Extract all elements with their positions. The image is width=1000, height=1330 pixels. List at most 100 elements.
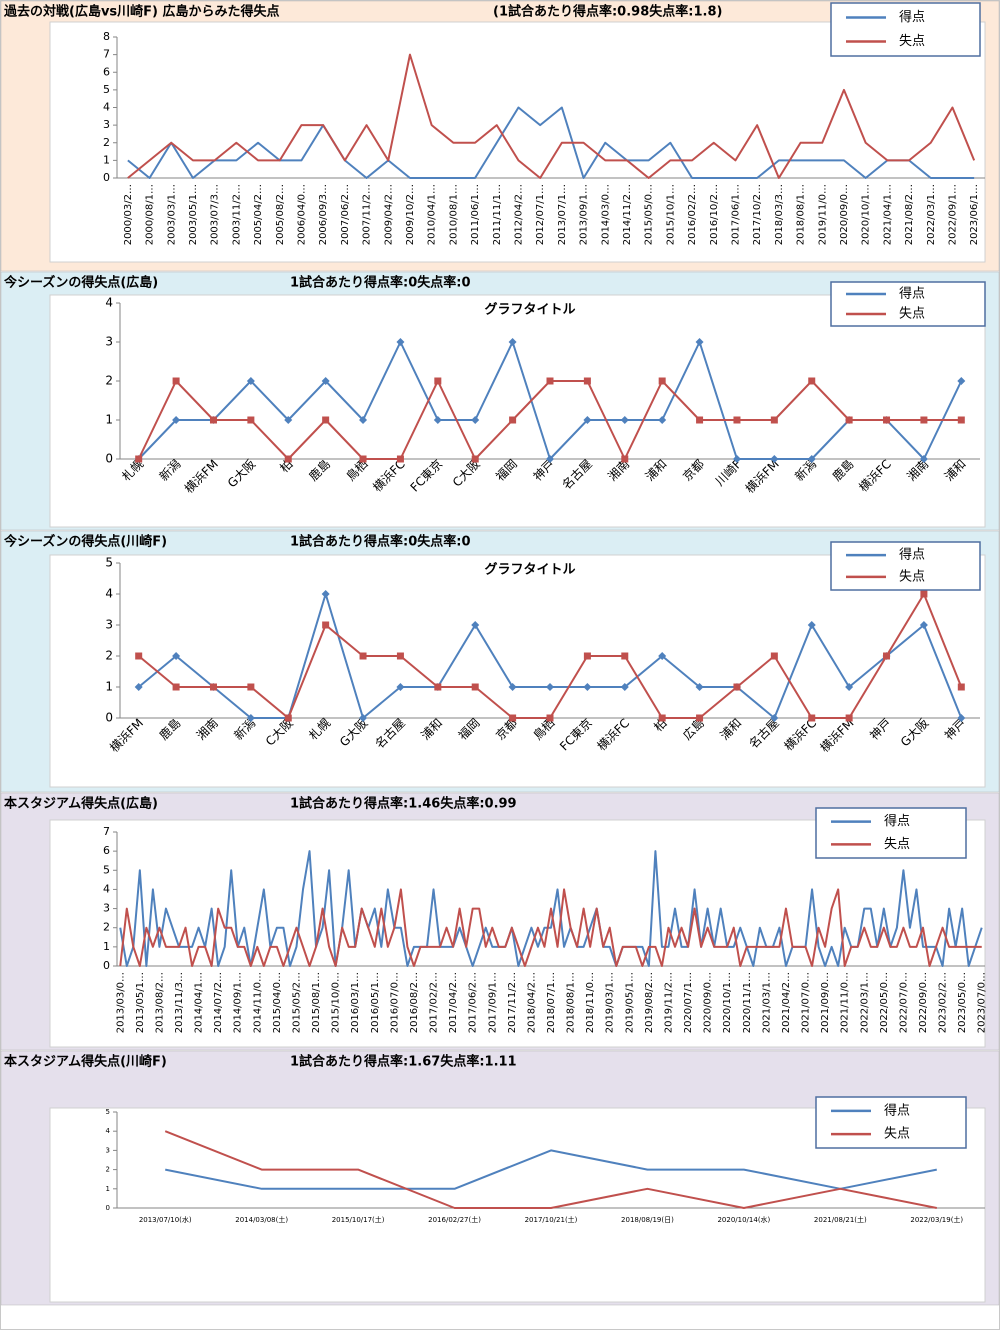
section-title: 今シーズンの得失点(広島) [3, 275, 158, 291]
point [583, 377, 591, 385]
x-tick-label: 2022/05/0… [879, 972, 890, 1033]
point [172, 377, 180, 385]
point [883, 416, 891, 424]
y-tick-label: 2 [105, 649, 113, 663]
point [284, 714, 292, 722]
x-tick-label: 2007/06/2… [340, 184, 351, 245]
point [546, 714, 554, 722]
point [845, 714, 853, 722]
y-tick-label: 3 [105, 618, 113, 632]
x-tick-label: 2015/04/0… [272, 972, 283, 1033]
x-tick-label: 2020/07/1… [683, 972, 694, 1033]
x-tick-label: 2015/08/1… [311, 972, 322, 1033]
y-tick-label: 4 [103, 882, 110, 895]
point [359, 652, 367, 660]
series-line [119, 888, 982, 967]
x-tick-label: 2000/08/1… [145, 184, 156, 245]
section-title: 過去の対戦(広島vs川崎F) 広島からみた得失点 [3, 4, 280, 20]
x-tick-label: 2009/10/2… [405, 184, 416, 245]
x-tick-label: 2015/10/0… [331, 972, 342, 1033]
point [172, 652, 181, 660]
point [620, 683, 629, 691]
point [770, 714, 779, 722]
legend-label: 得点 [899, 547, 925, 563]
point [957, 377, 966, 385]
point [658, 652, 667, 660]
y-tick-label: 5 [106, 1108, 110, 1116]
x-tick-label: 2013/08/2… [154, 972, 165, 1033]
series-line [119, 850, 983, 967]
x-tick-label: 2005/04/2… [253, 184, 264, 245]
x-tick-label: 2006/04/0… [296, 184, 307, 245]
point [770, 455, 779, 463]
y-tick-label: 3 [106, 1146, 110, 1154]
x-tick-label: 2017/02/2… [429, 972, 440, 1033]
point [134, 683, 143, 691]
point [695, 338, 704, 346]
point [620, 416, 629, 424]
point [396, 683, 405, 691]
series-line [165, 1149, 937, 1190]
x-tick-label: 2014/07/2… [213, 972, 224, 1033]
point [957, 714, 966, 722]
point [919, 621, 928, 629]
point [396, 652, 404, 660]
point [546, 377, 554, 385]
y-tick-label: 0 [105, 711, 113, 725]
x-tick-label: 2021/08/21(土) [814, 1215, 867, 1224]
legend-box [830, 281, 986, 327]
point [920, 590, 928, 598]
x-tick-label: 2013/05/1… [135, 972, 146, 1033]
point [733, 416, 741, 424]
y-tick-label: 4 [105, 587, 113, 601]
point [209, 416, 217, 424]
chart-inner-title: グラフタイトル [484, 562, 575, 578]
x-tick-label: 2009/04/2… [383, 184, 394, 245]
x-tick-label: 2017/06/2… [468, 972, 479, 1033]
chart-inner-title: グラフタイトル [484, 302, 575, 318]
x-tick-label: 2013/03/0… [115, 972, 126, 1033]
point [209, 683, 217, 691]
x-tick-label: 2011/11/1… [492, 184, 503, 245]
point [920, 416, 928, 424]
point [433, 416, 442, 424]
y-tick-label: 2 [103, 136, 110, 149]
point [321, 377, 330, 385]
point [695, 683, 704, 691]
x-tick-label: 2016/05/1… [370, 972, 381, 1033]
legend-label: 得点 [899, 9, 925, 25]
point [284, 455, 292, 463]
legend-label: 得点 [884, 813, 910, 829]
point [808, 714, 816, 722]
y-tick-label: 4 [103, 101, 110, 114]
point [807, 621, 816, 629]
x-tick-label: 2023/06/1… [969, 184, 980, 245]
x-tick-label: 2020/09/0… [839, 184, 850, 245]
legend-label: 得点 [899, 286, 925, 302]
y-tick-label: 2 [103, 921, 110, 934]
point [509, 714, 517, 722]
x-tick-label: 2017/10/2… [752, 184, 763, 245]
x-tick-label: 2015/05/2… [291, 972, 302, 1033]
x-tick-label: 2019/05/1… [624, 972, 635, 1033]
x-tick-label: 2016/03/1… [350, 972, 361, 1033]
point [396, 338, 405, 346]
x-tick-label: 2020/10/14(水) [717, 1215, 770, 1224]
chart-area [49, 21, 986, 263]
x-tick-label: 2018/11/0… [585, 972, 596, 1033]
section-title: 今シーズンの得失点(川崎F) [3, 534, 167, 550]
x-tick-label: 2019/11/0… [817, 184, 828, 245]
point [471, 455, 479, 463]
point [434, 683, 442, 691]
x-tick-label: 2014/11/0… [252, 972, 263, 1033]
chart-area [49, 554, 986, 788]
legend-label: 失点 [899, 34, 925, 49]
point [807, 455, 816, 463]
point [508, 338, 517, 346]
legend-box [815, 1096, 967, 1149]
y-tick-label: 0 [103, 959, 110, 972]
y-tick-label: 7 [103, 825, 110, 838]
x-tick-label: 2006/09/3… [318, 184, 329, 245]
section-subtitle: 1試合あたり得点率:0失点率:0 [290, 275, 471, 291]
